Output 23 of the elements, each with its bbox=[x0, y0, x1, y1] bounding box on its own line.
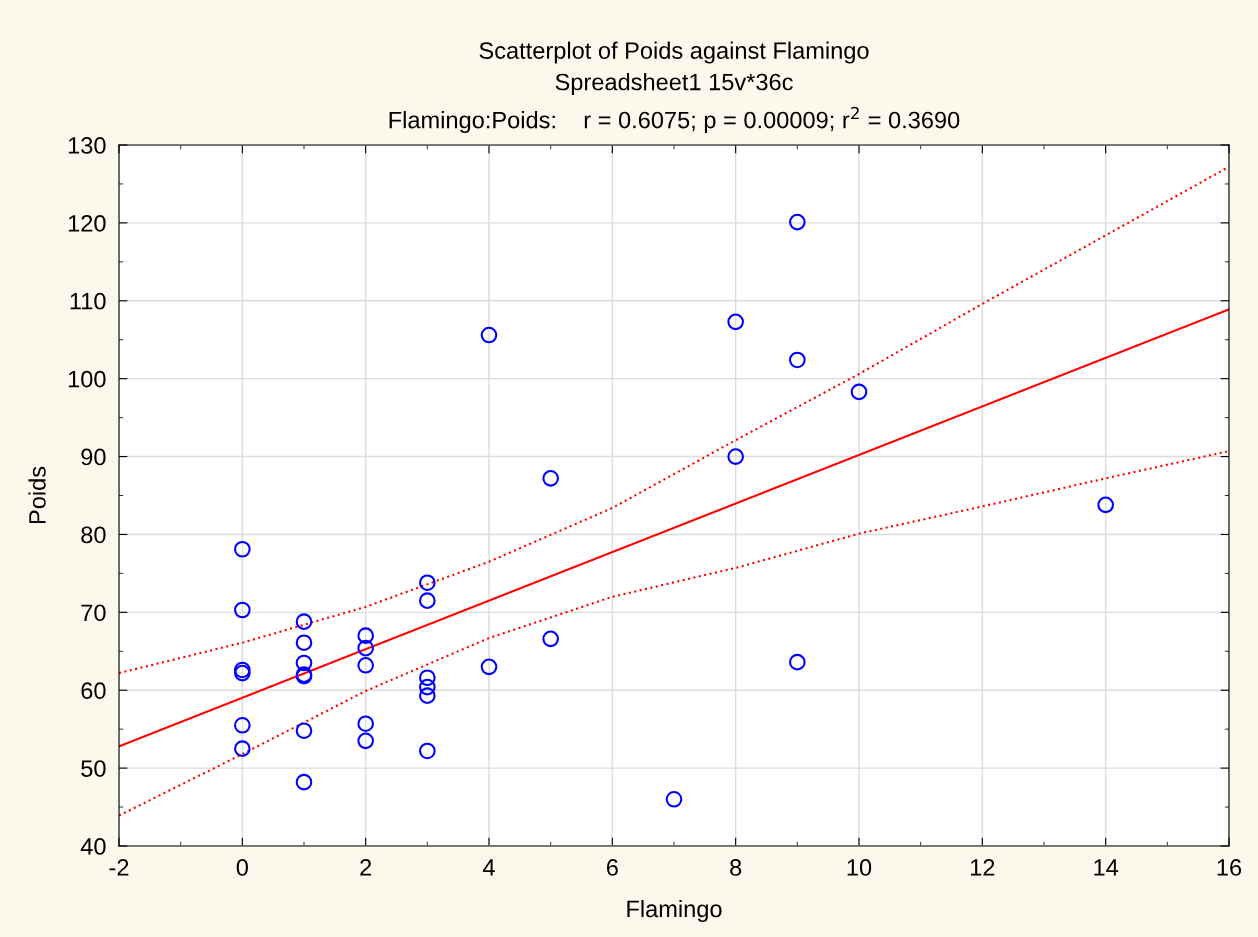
y-tick-label: 60 bbox=[81, 682, 106, 700]
x-tick-label: 14 bbox=[1094, 859, 1119, 876]
x-tick-label: 16 bbox=[1217, 859, 1242, 876]
y-tick-label: 50 bbox=[81, 760, 106, 777]
y-tick-label: 110 bbox=[70, 292, 106, 310]
x-axis-title: Flamingo bbox=[627, 899, 722, 922]
x-tick-label: 6 bbox=[606, 859, 618, 876]
x-tick-label: -2 bbox=[109, 859, 129, 876]
y-tick-label: 120 bbox=[68, 214, 106, 232]
y-tick-label: 70 bbox=[81, 604, 106, 622]
y-tick-label: 80 bbox=[81, 526, 106, 544]
x-tick-label: 0 bbox=[236, 859, 248, 876]
y-tick-label: 40 bbox=[80, 838, 106, 855]
x-tick-label: 10 bbox=[847, 859, 872, 876]
x-tick-label: 2 bbox=[360, 859, 372, 876]
y-tick-label: 90 bbox=[81, 448, 106, 466]
chart-title: Scatterplot of Poids against Flamingo Spreadsheet1 15v*36c Flamingo:Poids: r = 0.6075; p = 0.00009; r$^{2}$ = 0.3690 bbox=[389, 41, 960, 134]
y-tick-label: 130 bbox=[68, 137, 106, 154]
y-tick-label: 100 bbox=[68, 370, 106, 388]
x-tick-label: 4 bbox=[482, 859, 495, 876]
x-tick-label: 12 bbox=[971, 859, 995, 876]
x-tick-label: 8 bbox=[730, 859, 742, 876]
y-axis-title: Poids bbox=[28, 466, 46, 524]
